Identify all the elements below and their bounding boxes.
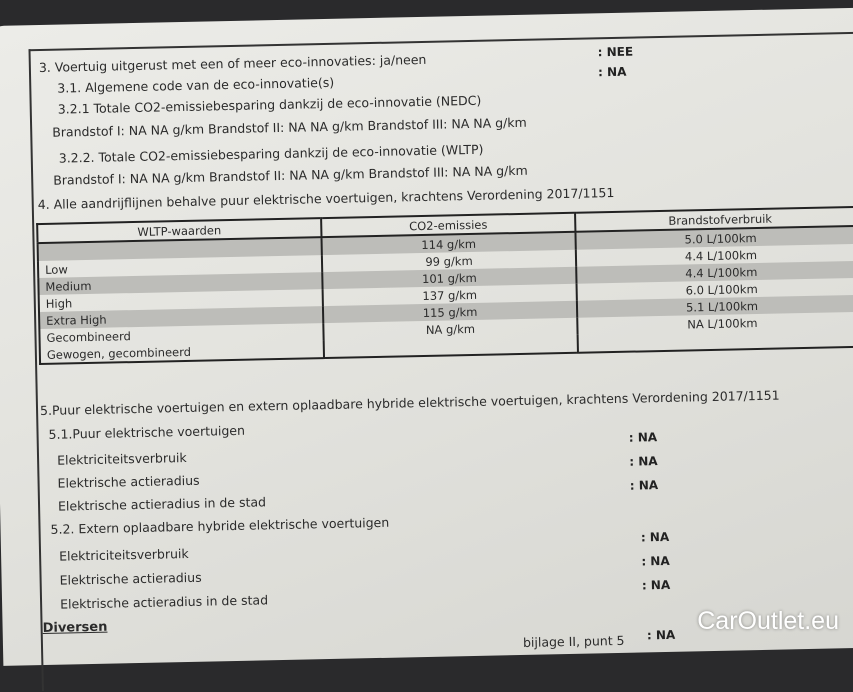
s52-item: Elektriciteitsverbruik	[58, 545, 189, 564]
s51-value: : NA	[629, 478, 659, 493]
s51-item: Elektrische actieradius	[57, 472, 200, 491]
section31-value: : NA	[597, 64, 627, 80]
s51-value: : NA	[628, 430, 658, 445]
diversen-partial-value: : NA	[646, 627, 676, 643]
s52-item: Elektrische actieradius	[59, 569, 202, 588]
s51-value: : NA	[629, 454, 658, 469]
s51-item: Elektriciteitsverbruik	[56, 449, 187, 468]
diversen-title: Diversen	[42, 619, 108, 637]
s52-value: : NA	[641, 553, 670, 569]
s52-value: : NA	[640, 529, 670, 545]
caroutlet-watermark: CarOutlet.eu	[697, 607, 839, 635]
s52-value: : NA	[641, 577, 671, 593]
section3-value: : NEE	[597, 44, 634, 60]
document-page: 3. Voertuig uitgerust met een of meer ec…	[0, 7, 853, 692]
wltp-table: WLTP-waarden CO2-emissies Brandstofverbr…	[36, 205, 853, 366]
diversen-partial-line: bijlage II, punt 5	[522, 632, 625, 650]
